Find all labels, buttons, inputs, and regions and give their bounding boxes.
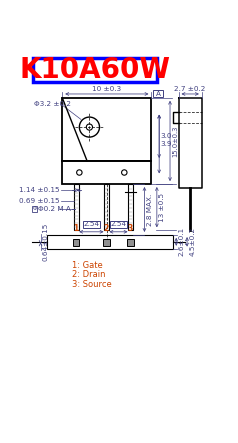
Text: 2.54: 2.54 [110,221,127,227]
Text: K10A60W: K10A60W [19,56,170,84]
Bar [103,239,109,246]
Text: 2: Drain: 2: Drain [72,270,106,280]
Text: 2.8 MAX.: 2.8 MAX. [147,193,153,225]
Text: 1: 1 [74,224,79,233]
Text: 13 ±0.5: 13 ±0.5 [159,193,165,222]
Text: 2: 2 [104,224,109,233]
Text: 3.9: 3.9 [161,141,172,147]
Bar [110,221,127,228]
Text: 0.69 ±0.15: 0.69 ±0.15 [19,198,60,204]
Bar [74,184,79,230]
Text: 2.7 ±0.2: 2.7 ±0.2 [174,86,206,93]
Text: 2.54: 2.54 [83,221,99,227]
Bar [62,161,151,184]
Bar [128,184,133,230]
Bar [47,235,173,249]
Text: 10 ±0.3: 10 ±0.3 [92,86,121,93]
Bar [127,239,134,246]
Text: Φ: Φ [32,206,36,211]
Bar [62,98,151,161]
Text: Φ3.2 ±0.2: Φ3.2 ±0.2 [34,101,71,107]
Text: 1: Gate: 1: Gate [72,261,103,270]
Bar [33,58,157,82]
Text: 4.5±0.2: 4.5±0.2 [189,227,195,256]
Text: 3.0: 3.0 [161,133,172,139]
Text: 3: 3 [128,224,133,233]
Text: A: A [155,90,160,97]
Bar [73,239,79,246]
Text: 1.14 ±0.15: 1.14 ±0.15 [19,187,60,193]
Bar [32,206,37,212]
Bar [83,221,100,228]
Bar [153,90,163,97]
Bar [104,184,109,230]
Text: 2.6±0.1: 2.6±0.1 [178,227,184,256]
Text: 3: Source: 3: Source [72,280,112,289]
Text: 15.0±0.3: 15.0±0.3 [172,125,178,157]
Text: 0.64±0.15: 0.64±0.15 [42,223,48,261]
Text: Φ0.2 M A: Φ0.2 M A [38,206,71,212]
